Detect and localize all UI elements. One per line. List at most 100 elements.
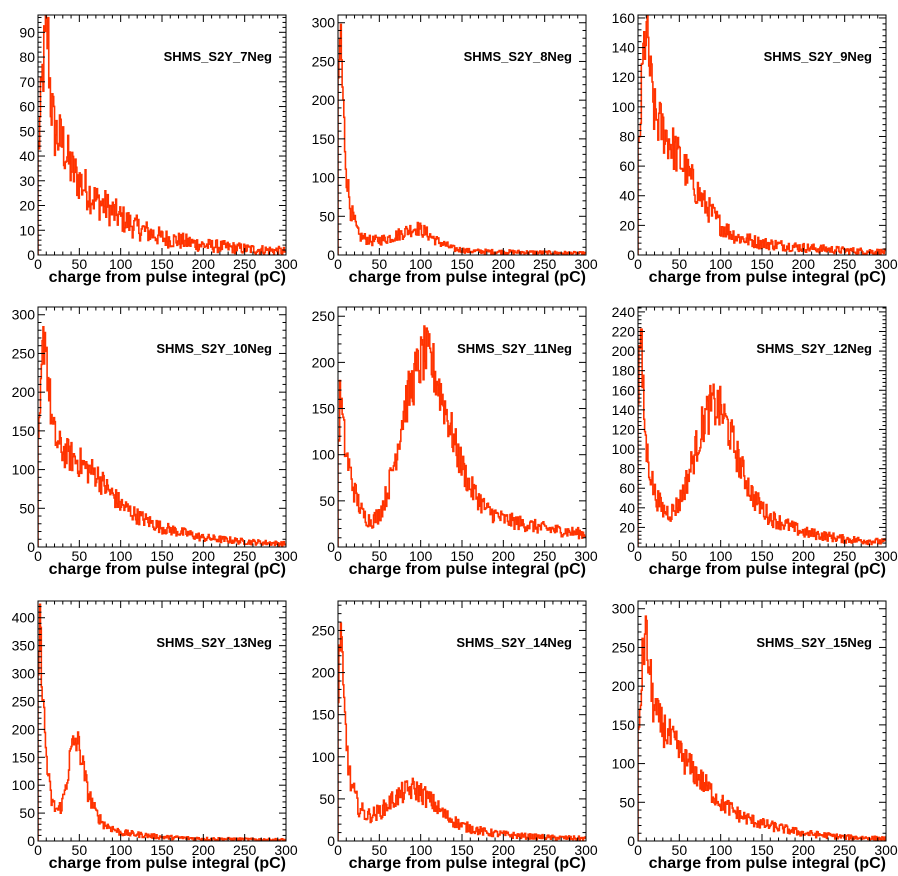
x-tick-label: 300 bbox=[874, 842, 898, 858]
y-tick-label: 150 bbox=[12, 423, 36, 439]
y-tick-label: 350 bbox=[12, 638, 36, 654]
x-tick-label: 50 bbox=[372, 256, 388, 272]
x-tick-label: 200 bbox=[792, 256, 816, 272]
y-tick-label: 80 bbox=[19, 49, 35, 65]
x-tick-label: 0 bbox=[34, 548, 42, 564]
y-tick-label: 150 bbox=[612, 717, 636, 733]
y-tick-label: 160 bbox=[612, 382, 636, 398]
x-tick-label: 250 bbox=[233, 256, 257, 272]
x-tick-label: 50 bbox=[72, 548, 88, 564]
y-tick-label: 0 bbox=[27, 833, 35, 849]
y-tick-label: 150 bbox=[312, 401, 336, 417]
x-tick-label: 250 bbox=[833, 842, 857, 858]
y-tick-label: 20 bbox=[619, 217, 635, 233]
histogram-panel: 0 50 100 150 200 250 300 0 50 100 150 200 250 SHMS_S2… bbox=[312, 600, 598, 872]
y-tick-label: 0 bbox=[627, 247, 635, 263]
x-tick-label: 250 bbox=[233, 842, 257, 858]
y-tick-label: 0 bbox=[327, 539, 335, 555]
x-tick-label: 150 bbox=[450, 256, 474, 272]
y-tick-label: 120 bbox=[612, 421, 636, 437]
y-tick-label: 0 bbox=[327, 247, 335, 263]
y-tick-label: 40 bbox=[619, 500, 635, 516]
x-tick-label: 200 bbox=[192, 256, 216, 272]
y-tick-label: 0 bbox=[627, 833, 635, 849]
histogram-line bbox=[338, 325, 586, 547]
x-axis-label: charge from pulse integral (pC) bbox=[49, 855, 286, 872]
x-tick-label: 0 bbox=[634, 842, 642, 858]
y-tick-label: 240 bbox=[612, 304, 636, 320]
histogram-panel: 0 50 100 150 200 250 300 0 20 40 60 80 100 120 140 160 1… bbox=[612, 304, 898, 578]
y-tick-label: 60 bbox=[619, 480, 635, 496]
x-tick-label: 250 bbox=[533, 548, 557, 564]
x-tick-label: 50 bbox=[672, 842, 688, 858]
x-tick-label: 200 bbox=[492, 842, 516, 858]
y-tick-label: 0 bbox=[327, 833, 335, 849]
histogram-panel: 0 50 100 150 200 250 300 0 50 100 150 200 250 300 SHMS… bbox=[612, 600, 898, 872]
y-tick-label: 100 bbox=[612, 99, 636, 115]
x-tick-label: 50 bbox=[372, 548, 388, 564]
y-tick-label: 160 bbox=[612, 10, 636, 26]
y-tick-label: 200 bbox=[612, 678, 636, 694]
y-tick-label: 150 bbox=[12, 749, 36, 765]
y-tick-label: 50 bbox=[319, 208, 335, 224]
x-tick-label: 0 bbox=[34, 256, 42, 272]
histogram-line bbox=[38, 325, 286, 547]
histogram-line bbox=[338, 622, 586, 841]
y-tick-label: 250 bbox=[12, 345, 36, 361]
x-tick-label: 250 bbox=[833, 256, 857, 272]
y-tick-label: 200 bbox=[12, 721, 36, 737]
y-tick-label: 300 bbox=[312, 15, 336, 31]
x-tick-label: 150 bbox=[750, 548, 774, 564]
x-tick-label: 100 bbox=[409, 842, 433, 858]
y-tick-label: 250 bbox=[12, 693, 36, 709]
x-tick-label: 150 bbox=[150, 842, 174, 858]
y-tick-label: 40 bbox=[19, 148, 35, 164]
y-tick-label: 200 bbox=[312, 665, 336, 681]
x-axis-label: charge from pulse integral (pC) bbox=[49, 269, 286, 286]
histogram-panel: 0 50 100 150 200 250 300 0 50 100 150 200 250 300 350 4… bbox=[12, 600, 298, 872]
y-tick-label: 90 bbox=[19, 24, 35, 40]
histogram-line bbox=[638, 328, 886, 547]
y-tick-label: 200 bbox=[612, 343, 636, 359]
x-tick-label: 100 bbox=[109, 256, 133, 272]
y-tick-label: 140 bbox=[612, 402, 636, 418]
y-tick-label: 220 bbox=[612, 323, 636, 339]
histogram-line bbox=[38, 15, 286, 255]
y-tick-label: 30 bbox=[19, 173, 35, 189]
histogram-title: SHMS_S2Y_13Neg bbox=[156, 635, 272, 650]
y-tick-label: 150 bbox=[312, 707, 336, 723]
x-tick-label: 100 bbox=[709, 842, 733, 858]
y-tick-label: 50 bbox=[619, 794, 635, 810]
histogram-panel: 0 50 100 150 200 250 300 0 50 100 150 200 250 SHMS_S2… bbox=[312, 306, 598, 578]
histogram-line bbox=[638, 615, 886, 841]
histogram-title: SHMS_S2Y_9Neg bbox=[764, 49, 872, 64]
y-tick-label: 100 bbox=[12, 462, 36, 478]
x-tick-label: 300 bbox=[874, 548, 898, 564]
x-tick-label: 50 bbox=[72, 256, 88, 272]
x-tick-label: 300 bbox=[274, 256, 298, 272]
x-tick-label: 250 bbox=[533, 256, 557, 272]
y-tick-label: 140 bbox=[612, 40, 636, 56]
x-tick-label: 100 bbox=[109, 548, 133, 564]
y-tick-label: 50 bbox=[319, 493, 335, 509]
x-tick-label: 100 bbox=[709, 548, 733, 564]
y-tick-label: 50 bbox=[19, 123, 35, 139]
y-tick-label: 20 bbox=[619, 519, 635, 535]
x-tick-label: 200 bbox=[792, 548, 816, 564]
x-tick-label: 150 bbox=[450, 548, 474, 564]
x-tick-label: 50 bbox=[372, 842, 388, 858]
y-tick-label: 250 bbox=[612, 639, 636, 655]
y-tick-label: 100 bbox=[312, 447, 336, 463]
y-tick-label: 70 bbox=[19, 74, 35, 90]
x-tick-label: 200 bbox=[492, 548, 516, 564]
y-tick-label: 60 bbox=[619, 158, 635, 174]
x-tick-label: 0 bbox=[634, 256, 642, 272]
histogram-panel: 0 50 100 150 200 250 300 0 50 100 150 200 250 300 SHMS… bbox=[12, 306, 298, 578]
y-tick-label: 120 bbox=[612, 69, 636, 85]
y-tick-label: 300 bbox=[12, 307, 36, 323]
y-tick-label: 100 bbox=[612, 441, 636, 457]
x-axis-label: charge from pulse integral (pC) bbox=[49, 561, 286, 578]
x-tick-label: 300 bbox=[574, 548, 598, 564]
y-tick-label: 250 bbox=[312, 53, 336, 69]
